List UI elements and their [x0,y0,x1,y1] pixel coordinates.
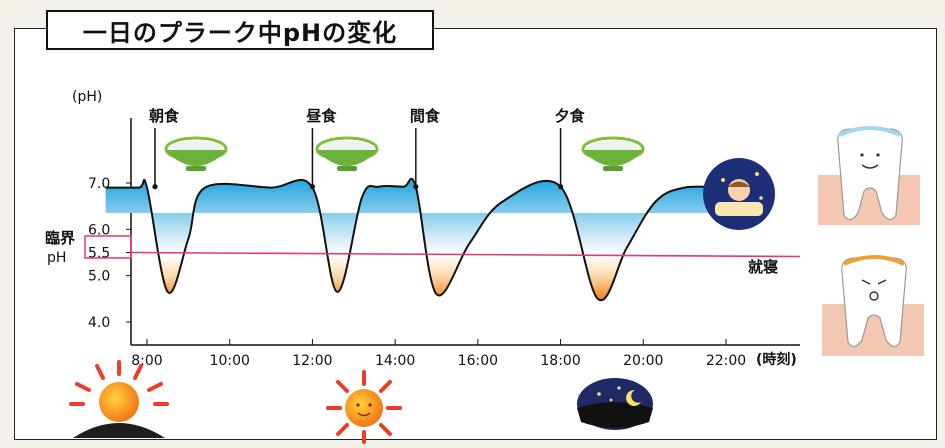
rice-bowl-icon [315,136,379,171]
meal-point [557,184,564,190]
rice-bowl-icon [581,136,645,171]
critical-ph-line [130,251,801,258]
x-axis-ticks: 8:00 10:00 12:00 14:00 16:00 18:00 20:00 22:00 [131,339,746,369]
ph-area [105,178,755,301]
x-tick-label: 18:00 [540,353,580,369]
meal-point [413,184,419,190]
rice-bowl-icon [164,136,228,171]
x-tick-label: 20:00 [623,353,663,369]
y-tick-label: 7.0 [88,176,110,192]
x-tick-label: 16:00 [458,353,498,369]
meal-point [152,184,158,190]
x-tick-label: 14:00 [375,353,415,369]
sunrise-icon [69,360,169,438]
sleep-label: 就寝 [748,258,778,276]
critical-ph-label-2: pH [47,250,66,266]
y-tick-label: 5.0 [88,269,110,285]
decayed-tooth-icon [822,255,924,356]
meal-label: 朝食 [149,107,180,125]
critical-ph-label-1: 臨界 [45,229,75,247]
night-icon [577,378,653,430]
critical-ph-box [84,235,132,259]
y-axis-label: (pH) [72,89,102,105]
x-axis-label: (時刻) [756,351,797,368]
y-tick-label: 5.5 [88,246,110,262]
x-tick-label: 12:00 [292,353,332,369]
x-tick-label: 8:00 [131,353,162,369]
y-tick-label: 4.0 [88,315,110,331]
meal-markers: 朝食 昼食 間食 夕食 [149,107,586,190]
x-tick-label: 10:00 [210,353,250,369]
sun-icon [326,370,402,444]
chart-title: 一日のプラーク中pHの変化 [46,10,434,50]
x-tick-label: 22:00 [706,353,746,369]
ph-curve [105,177,755,302]
meal-point [309,184,316,190]
healthy-tooth-icon [818,126,920,225]
sleeping-child-icon [703,158,775,230]
meal-label: 昼食 [306,107,337,125]
meal-label: 夕食 [555,107,586,125]
meal-label: 間食 [410,107,441,125]
y-tick-label: 6.0 [88,222,110,238]
